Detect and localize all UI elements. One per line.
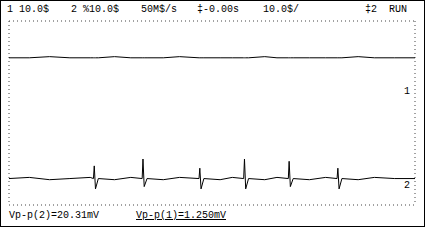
html-text:50M$/s: 50M$/s [141, 4, 177, 15]
html-text:10.0$/: 10.0$/ [263, 4, 299, 15]
html-text:1 10.0$: 1 10.0$ [7, 4, 49, 15]
html-text:2 %10.0$: 2 %10.0$ [71, 4, 119, 15]
html-text:Vp-p(2)=20.31mV: Vp-p(2)=20.31mV [9, 210, 99, 221]
svg-text:2: 2 [404, 180, 410, 191]
html-text:RUN: RUN [389, 4, 407, 15]
html-text:‡2: ‡2 [365, 4, 377, 15]
svg-text:1: 1 [404, 86, 410, 97]
html-text:Vp-p(1)=1.250mV: Vp-p(1)=1.250mV [136, 210, 226, 221]
html-text:‡-0.00s: ‡-0.00s [197, 4, 239, 15]
